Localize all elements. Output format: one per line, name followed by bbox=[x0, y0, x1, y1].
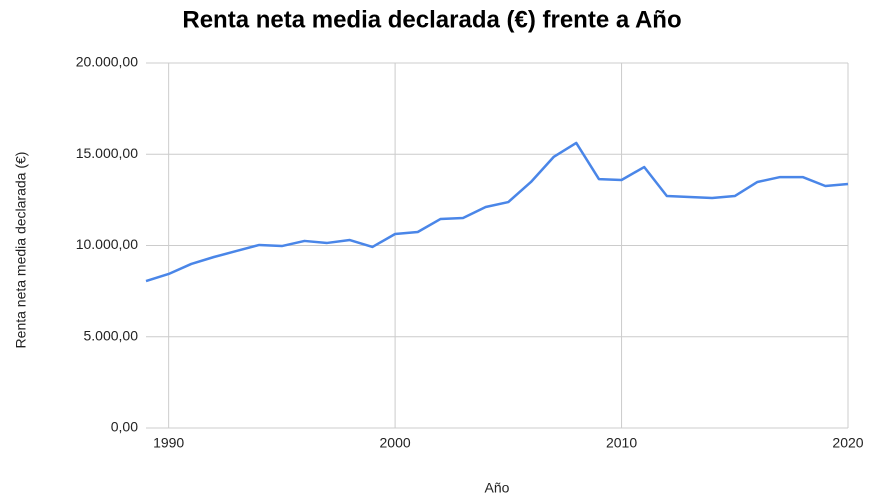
y-axis-label: Renta neta media declarada (€) bbox=[13, 152, 29, 349]
y-tick-label: 20.000,00 bbox=[76, 54, 138, 70]
x-tick-label: 1990 bbox=[153, 435, 184, 451]
chart-title: Renta neta media declarada (€) frente a … bbox=[182, 6, 681, 33]
y-tick-label: 15.000,00 bbox=[76, 145, 138, 161]
y-tick-label: 0,00 bbox=[111, 419, 138, 435]
x-tick-label: 2000 bbox=[380, 435, 411, 451]
y-tick-label: 5.000,00 bbox=[84, 327, 139, 343]
x-axis-label: Año bbox=[485, 480, 510, 496]
data-line bbox=[145, 141, 849, 283]
x-tick-label: 2020 bbox=[832, 435, 863, 451]
y-tick-label: 10.000,00 bbox=[76, 236, 138, 252]
x-tick-label: 2010 bbox=[606, 435, 637, 451]
